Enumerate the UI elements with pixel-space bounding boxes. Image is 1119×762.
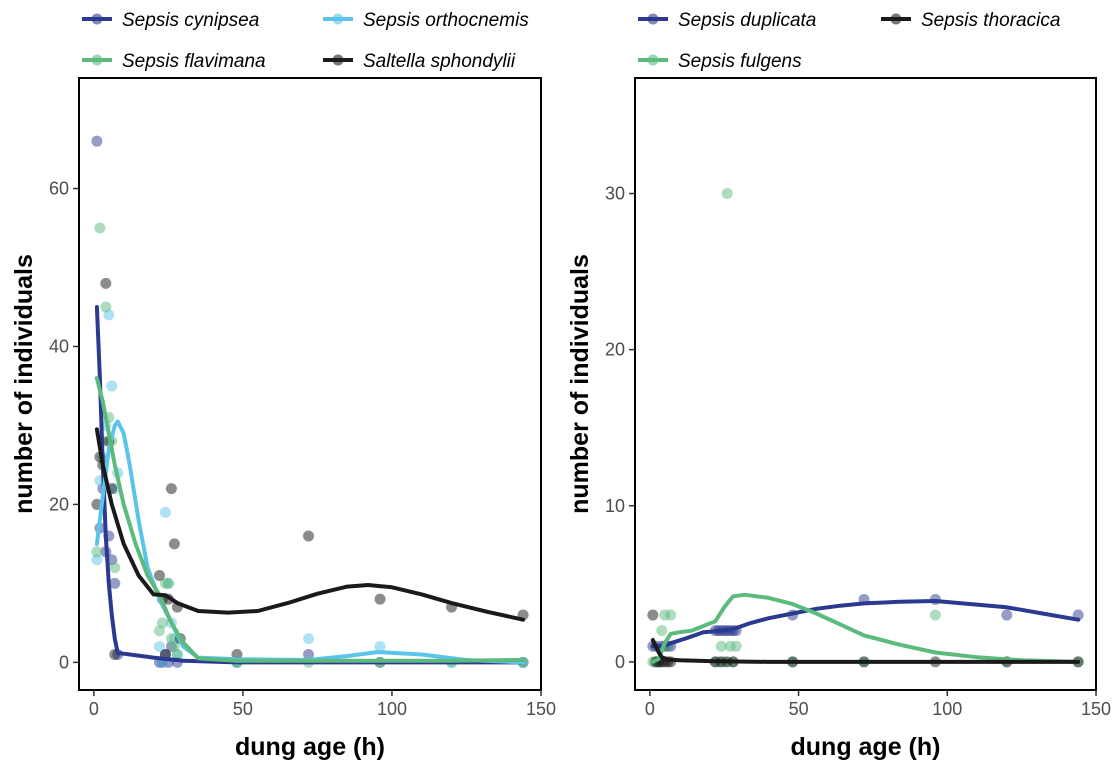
x-tick-label: 100 [377, 699, 407, 719]
legend-label: Saltella sphondylii [363, 51, 516, 72]
data-point [159, 506, 171, 518]
data-point [656, 625, 668, 637]
panel-2: 0 50 100 150 0 10 20 30 dung age (h) number of in… [566, 10, 1111, 761]
legend-swatch-dot [647, 54, 659, 66]
data-point [374, 593, 386, 605]
data-point [162, 577, 174, 589]
y-tick-label: 0 [59, 652, 69, 672]
data-point [374, 641, 386, 653]
x-tick-label: 0 [89, 699, 99, 719]
data-point [303, 633, 315, 645]
y-tick-label: 20 [49, 494, 69, 514]
data-point [91, 135, 103, 147]
legend-label: Sepsis orthocnemis [363, 10, 529, 31]
series-line [650, 592, 1081, 664]
data-point [156, 617, 168, 629]
y-axis-title: number of individuals [10, 254, 38, 514]
x-tick-label: 50 [233, 699, 253, 719]
panel-1: 0 50 100 150 0 20 40 60 dung age (h) number of in… [10, 10, 556, 761]
legend-label: Sepsis cynipsea [122, 10, 259, 31]
legend-label: Sepsis flavimana [122, 51, 266, 72]
series-line [94, 376, 526, 663]
legend-item: Sepsis flavimana [82, 51, 266, 72]
data-point [153, 569, 165, 581]
legend-label: Sepsis fulgens [678, 51, 802, 72]
legend-label: Sepsis thoracica [921, 10, 1060, 31]
series-line [650, 599, 1081, 649]
data-point [647, 609, 659, 621]
legend-swatch-dot [647, 13, 659, 25]
plot-frame [78, 77, 542, 691]
x-tick-label: 0 [645, 699, 655, 719]
data-point [1001, 609, 1013, 621]
y-tick-label: 10 [605, 496, 625, 516]
data-point [153, 641, 165, 653]
fit-lines [94, 305, 526, 665]
x-tick-label: 150 [526, 699, 556, 719]
legend-item: Sepsis fulgens [638, 51, 802, 72]
plot-frame [634, 77, 1097, 691]
legend-swatch-dot [890, 13, 902, 25]
legend-swatch-dot [91, 54, 103, 66]
legend-swatch-dot [332, 13, 344, 25]
y-tick-label: 60 [49, 179, 69, 199]
legend-swatch-dot [332, 54, 344, 66]
legend-label: Sepsis duplicata [678, 10, 816, 31]
data-point [91, 554, 103, 566]
legend-swatch-dot [91, 13, 103, 25]
y-tick-label: 0 [615, 652, 625, 672]
data-point [94, 222, 106, 234]
data-point [715, 640, 727, 652]
y-tick-label: 30 [605, 184, 625, 204]
data-point [109, 562, 121, 574]
x-axis-title: dung age (h) [791, 733, 941, 761]
legend-item: Sepsis thoracica [881, 10, 1060, 31]
legend-item: Sepsis cynipsea [82, 10, 259, 31]
series-line [94, 305, 526, 665]
y-axis-title: number of individuals [566, 254, 594, 514]
x-tick-label: 150 [1081, 699, 1111, 719]
data-point [171, 648, 183, 660]
data-points [647, 188, 1084, 668]
data-point [109, 577, 121, 589]
data-point [168, 538, 180, 550]
y-tick-label: 40 [49, 336, 69, 356]
legend-item: Sepsis duplicata [638, 10, 816, 31]
data-point [100, 277, 112, 289]
legend-item: Sepsis orthocnemis [323, 10, 529, 31]
data-point [91, 546, 103, 558]
data-point [929, 609, 941, 621]
fit-lines [650, 592, 1081, 664]
x-tick-label: 50 [789, 699, 809, 719]
data-point [303, 530, 315, 542]
series-line [650, 638, 1081, 664]
y-tick-label: 20 [605, 340, 625, 360]
data-point [665, 609, 677, 621]
data-point [165, 483, 177, 495]
data-point [100, 301, 112, 313]
data-point [303, 648, 315, 660]
data-point [721, 188, 733, 200]
data-point [730, 640, 742, 652]
data-point [106, 380, 118, 392]
x-tick-label: 100 [932, 699, 962, 719]
series-line [94, 427, 526, 622]
legend-item: Saltella sphondylii [323, 51, 516, 72]
x-axis-title: dung age (h) [235, 733, 385, 761]
